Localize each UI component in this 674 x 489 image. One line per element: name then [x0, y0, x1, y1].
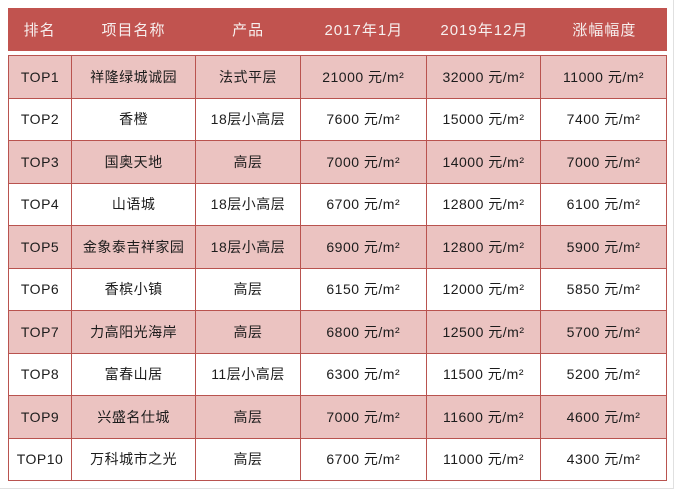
cell-price-2017-01: 7600 元/m²: [301, 98, 427, 140]
cell-product: 高层: [196, 311, 301, 353]
cell-increase: 11000 元/m²: [563, 68, 645, 85]
cell-project-name: 山语城: [72, 183, 197, 225]
cell-project-name: 富春山居: [72, 353, 197, 395]
cell-product: 18层小高层: [196, 183, 301, 225]
header-product: 产品: [232, 22, 265, 39]
header-body-divider: [8, 51, 667, 55]
cell-price-2019-12: 11600 元/m²: [427, 396, 542, 438]
cell-increase: 7400 元/m²: [566, 111, 641, 128]
cell-rank: TOP10: [9, 438, 73, 480]
cell-increase: 4600 元/m²: [566, 408, 641, 425]
header-project-name: 项目名称: [101, 22, 166, 39]
cell-price-2019-12: 12000 元/m²: [427, 268, 542, 310]
table-row: TOP5 金象泰吉祥家园 18层小高层 6900 元/m² 12800 元/m²…: [9, 226, 666, 269]
cell-increase: 5700 元/m²: [566, 323, 641, 340]
cell-rank: TOP1: [9, 56, 73, 98]
cell-rank: TOP4: [9, 183, 73, 225]
cell-price-2017-01: 6700 元/m²: [301, 183, 427, 225]
table-row: TOP2 香橙 18层小高层 7600 元/m² 15000 元/m² 7400…: [9, 98, 666, 141]
cell-increase: 5850 元/m²: [566, 281, 641, 298]
cell-rank: TOP6: [9, 268, 73, 310]
cell-increase: 5900 元/m²: [566, 238, 641, 255]
cell-increase: 7000 元/m²: [566, 153, 641, 170]
cell-product: 11层小高层: [196, 353, 301, 395]
cell-price-2017-01: 21000 元/m²: [301, 56, 427, 98]
table-row: TOP4 山语城 18层小高层 6700 元/m² 12800 元/m² 610…: [9, 183, 666, 226]
cell-rank: TOP3: [9, 141, 73, 183]
cell-rank: TOP5: [9, 226, 73, 268]
cell-rank: TOP8: [9, 353, 73, 395]
cell-price-2019-12: 15000 元/m²: [427, 98, 542, 140]
cell-product: 高层: [196, 141, 301, 183]
table-body: TOP1 祥隆绿城诚园 法式平层 21000 元/m² 32000 元/m² 1…: [8, 55, 667, 481]
cell-project-name: 香橙: [72, 98, 197, 140]
table-row: TOP1 祥隆绿城诚园 法式平层 21000 元/m² 32000 元/m² 1…: [9, 56, 666, 99]
cell-product: 高层: [196, 396, 301, 438]
header-rank: 排名: [23, 22, 56, 39]
header-increase: 涨幅幅度: [572, 22, 637, 39]
cell-price-2019-12: 12800 元/m²: [427, 226, 542, 268]
cell-price-2017-01: 6800 元/m²: [301, 311, 427, 353]
cell-price-2017-01: 6900 元/m²: [301, 226, 427, 268]
cell-project-name: 祥隆绿城诚园: [72, 56, 197, 98]
cell-project-name: 兴盛名仕城: [72, 396, 197, 438]
cell-project-name: 力高阳光海岸: [72, 311, 197, 353]
header-price-2017-01: 2017年1月: [324, 22, 404, 39]
cell-rank: TOP2: [9, 98, 73, 140]
cell-price-2017-01: 7000 元/m²: [301, 396, 427, 438]
cell-price-2019-12: 12500 元/m²: [427, 311, 542, 353]
cell-product: 高层: [196, 268, 301, 310]
table-row: TOP10 万科城市之光 高层 6700 元/m² 11000 元/m² 430…: [9, 438, 666, 480]
cell-price-2019-12: 32000 元/m²: [427, 56, 542, 98]
price-ranking-table: 排名 项目名称 产品 2017年1月 2019年12月 涨幅幅度 TOP1 祥隆…: [8, 8, 667, 481]
table-row: TOP7 力高阳光海岸 高层 6800 元/m² 12500 元/m² 5700…: [9, 311, 666, 354]
cell-product: 18层小高层: [196, 226, 301, 268]
cell-price-2019-12: 11500 元/m²: [427, 353, 542, 395]
table-row: TOP8 富春山居 11层小高层 6300 元/m² 11500 元/m² 52…: [9, 353, 666, 396]
table-row: TOP3 国奥天地 高层 7000 元/m² 14000 元/m² 7000 元…: [9, 141, 666, 184]
cell-increase: 4300 元/m²: [566, 451, 641, 468]
cell-price-2017-01: 6300 元/m²: [301, 353, 427, 395]
cell-product: 法式平层: [196, 56, 301, 98]
cell-project-name: 国奥天地: [72, 141, 197, 183]
cell-price-2017-01: 6700 元/m²: [301, 438, 427, 480]
cell-product: 18层小高层: [196, 98, 301, 140]
cell-price-2017-01: 7000 元/m²: [301, 141, 427, 183]
cell-project-name: 万科城市之光: [72, 438, 197, 480]
header-price-2019-12: 2019年12月: [440, 22, 529, 39]
cell-rank: TOP7: [9, 311, 73, 353]
table-row: TOP9 兴盛名仕城 高层 7000 元/m² 11600 元/m² 4600 …: [9, 396, 666, 439]
cell-rank: TOP9: [9, 396, 73, 438]
cell-price-2017-01: 6150 元/m²: [301, 268, 427, 310]
cell-increase: 6100 元/m²: [566, 196, 641, 213]
cell-increase: 5200 元/m²: [566, 366, 641, 383]
cell-product: 高层: [196, 438, 301, 480]
cell-price-2019-12: 14000 元/m²: [427, 141, 542, 183]
table-row: TOP6 香槟小镇 高层 6150 元/m² 12000 元/m² 5850 元…: [9, 268, 666, 311]
cell-project-name: 香槟小镇: [72, 268, 197, 310]
cell-project-name: 金象泰吉祥家园: [72, 226, 197, 268]
table-header-row: 排名 项目名称 产品 2017年1月 2019年12月 涨幅幅度: [8, 8, 667, 51]
cell-price-2019-12: 11000 元/m²: [427, 438, 542, 480]
cell-price-2019-12: 12800 元/m²: [427, 183, 542, 225]
